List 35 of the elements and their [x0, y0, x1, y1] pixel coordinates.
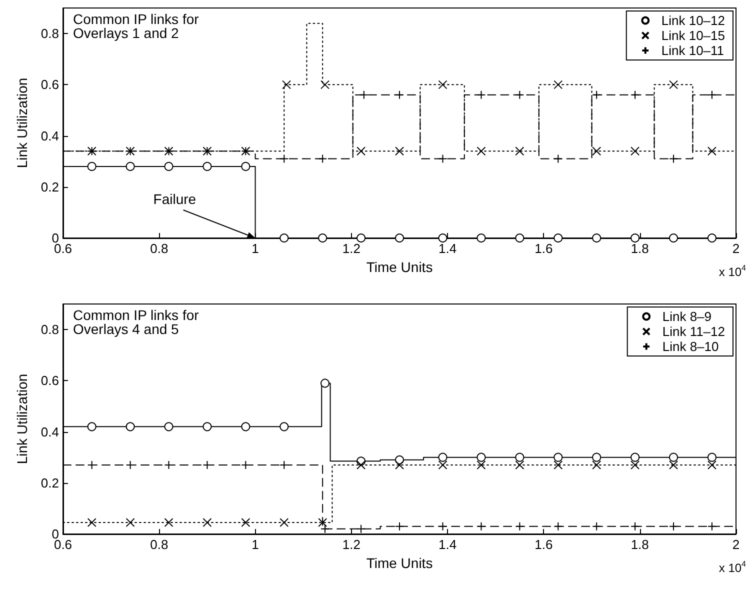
x-tick-label: 1.8 [630, 241, 649, 256]
legend-label: Link 10–15 [661, 28, 726, 43]
annotation: Common IP links for Overlays 1 and 2 [73, 11, 200, 41]
y-tick-label: 0.6 [40, 373, 59, 388]
y-tick-label: 0.6 [40, 77, 59, 92]
x-tick-label: 2 [732, 537, 740, 552]
y-tick-label: 0.4 [40, 128, 59, 144]
legend-label: Link 10–12 [661, 13, 726, 28]
y-axis-title: Link Utilization [14, 374, 30, 464]
x-tick-label: 1.6 [534, 241, 553, 256]
annotation: Common IP links for Overlays 4 and 5 [73, 307, 200, 337]
x-tick-label: 1 [252, 537, 259, 552]
y-axis-title: Link Utilization [14, 78, 30, 168]
x-axis-title: Time Units [366, 554, 433, 571]
y-tick-label: 0.4 [40, 424, 59, 440]
y-tick-label: 0.8 [40, 322, 59, 338]
x-tick-label: 1.4 [438, 537, 457, 552]
legend-label: Link 10–11 [661, 43, 724, 58]
y-tick-label: 0.8 [40, 26, 59, 42]
annotation: Failure [153, 191, 196, 207]
y-tick-label: 0.2 [40, 179, 59, 194]
x-tick-label: 2 [732, 241, 740, 256]
x-axis-title: Time Units [366, 258, 433, 275]
x-tick-label: 1 [252, 241, 259, 256]
y-tick-label: 0.2 [40, 475, 59, 490]
legend-label: Link 8–9 [662, 309, 712, 324]
legend-label: Link 11–12 [662, 324, 726, 339]
x-tick-label: 0.8 [150, 537, 168, 552]
x-tick-label: 1.2 [342, 241, 360, 256]
x-tick-label: 1.8 [630, 537, 649, 552]
legend-label: Link 8–10 [662, 339, 719, 354]
x-tick-label: 1.6 [534, 537, 553, 552]
x-tick-label: 1.4 [438, 241, 457, 256]
x-tick-label: 0.8 [150, 241, 168, 256]
x-tick-label: 1.2 [342, 537, 360, 552]
